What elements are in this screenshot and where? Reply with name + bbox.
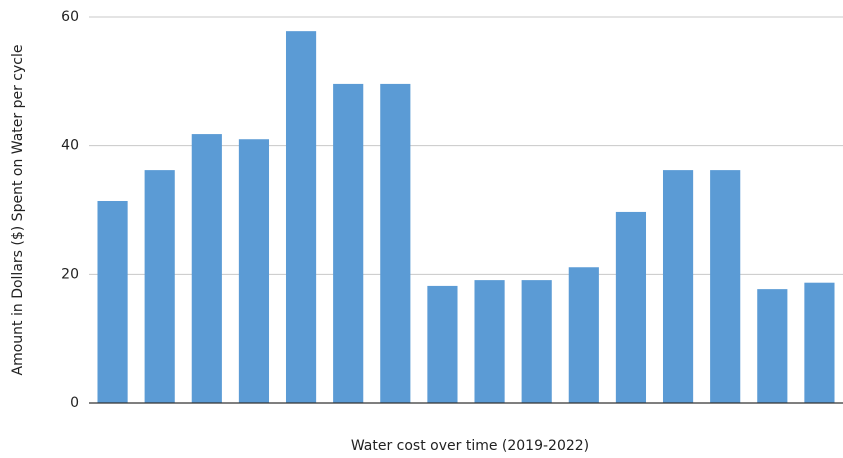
bar xyxy=(333,83,364,403)
bar xyxy=(662,170,694,403)
y-tick-label: 0 xyxy=(70,395,79,411)
bar xyxy=(521,280,552,403)
bar xyxy=(757,289,788,403)
bar xyxy=(427,285,458,403)
bar xyxy=(474,280,505,403)
y-tick-label: 60 xyxy=(61,9,79,25)
bar xyxy=(144,170,175,403)
bar xyxy=(238,139,270,403)
y-axis-label: Amount in Dollars ($) Spent on Water per… xyxy=(10,45,26,376)
bar xyxy=(97,200,128,403)
y-tick-label: 20 xyxy=(61,266,79,282)
bar xyxy=(804,282,835,403)
bar xyxy=(191,134,222,403)
bar xyxy=(285,31,317,404)
bar xyxy=(615,211,647,403)
x-axis-label: Water cost over time (2019-2022) xyxy=(351,438,589,454)
y-tick-label: 40 xyxy=(61,138,79,154)
bar xyxy=(380,83,411,403)
bar xyxy=(710,170,741,403)
bar xyxy=(568,267,599,403)
